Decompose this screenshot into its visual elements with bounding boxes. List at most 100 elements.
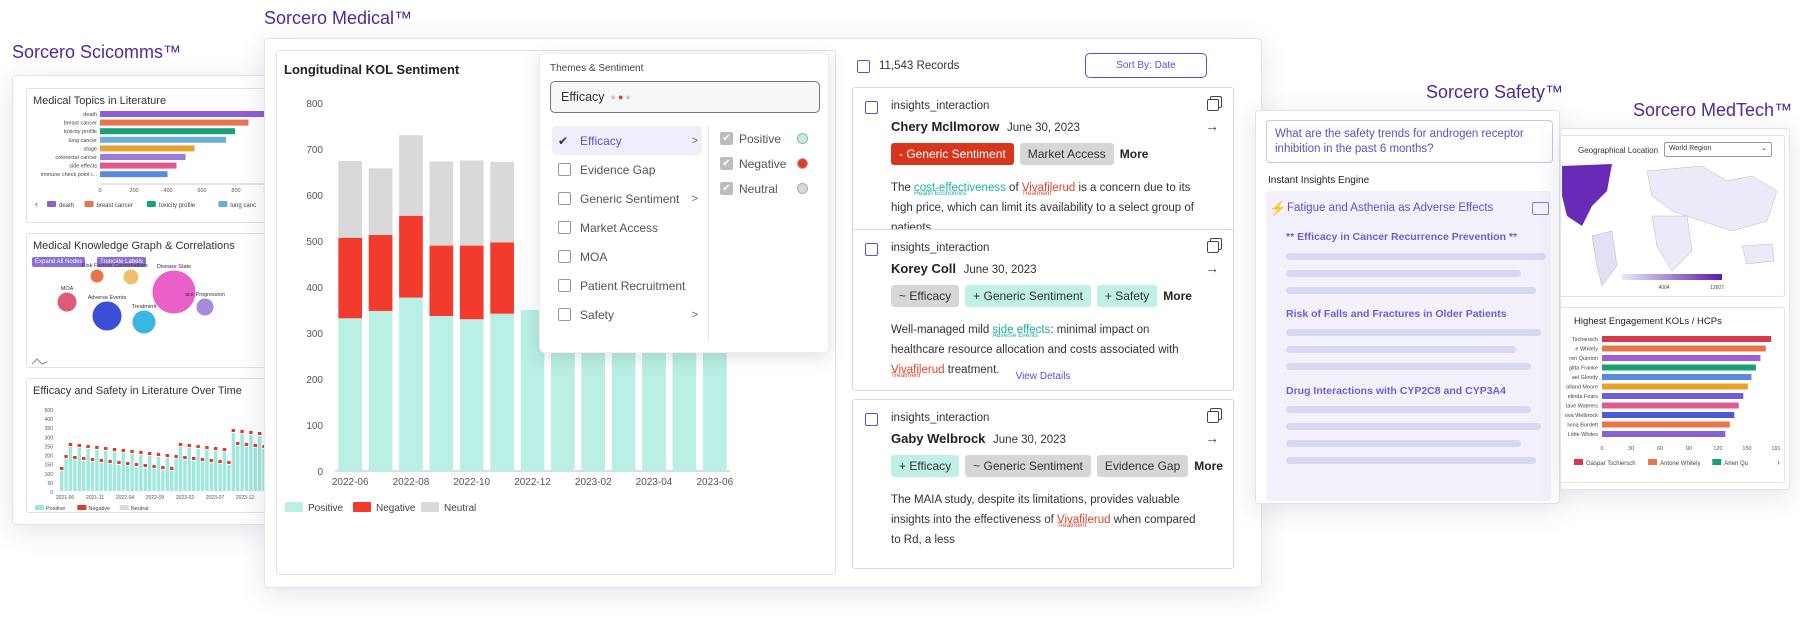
- bar-neutral-2022-09: [429, 161, 454, 246]
- world-map[interactable]: 4004 12607: [1560, 136, 1785, 297]
- checkbox-icon[interactable]: [558, 192, 571, 205]
- sentiment-option-negative[interactable]: ✔ Negative: [714, 151, 814, 176]
- checkbox-icon[interactable]: [558, 308, 571, 321]
- arrow-right-icon[interactable]: →: [1205, 430, 1219, 446]
- y-tick-label: 0: [317, 467, 323, 478]
- record-tags: - Generic Sentiment Market Access More: [891, 143, 1148, 165]
- checkbox-icon[interactable]: ✔: [720, 132, 733, 145]
- entity-highlight[interactable]: Vivafilerud Treatment: [1057, 510, 1111, 530]
- knowledge-graph[interactable]: Risk Factors Comorbidities Disease State MO…: [27, 234, 270, 368]
- geo-select[interactable]: World Region ⌄: [1664, 142, 1772, 157]
- record-tag[interactable]: + Generic Sentiment: [965, 285, 1091, 307]
- record-card[interactable]: insights_interaction → Chery Mcllmorow J…: [852, 87, 1234, 252]
- time-legend-label: Negative: [88, 506, 110, 512]
- record-tag[interactable]: - Generic Sentiment: [891, 143, 1014, 165]
- kol-label: lvina Burdett: [1567, 423, 1598, 429]
- theme-option-label: MOA: [580, 249, 608, 264]
- time-bar-negative: [64, 455, 68, 458]
- checkbox-icon[interactable]: [558, 221, 571, 234]
- legend-swatch-positive: [285, 502, 303, 512]
- entity-highlight[interactable]: Vivafilerud Treatment: [1022, 178, 1076, 198]
- record-card[interactable]: insights_interaction → Gaby Welbrock Jun…: [852, 399, 1234, 569]
- kol-label: Little Whites: [1568, 432, 1598, 438]
- record-checkbox[interactable]: [865, 413, 878, 426]
- checkbox-icon[interactable]: [558, 250, 571, 263]
- truncate-labels-button[interactable]: Truncate Labels: [97, 257, 146, 267]
- arrow-right-icon[interactable]: →: [1205, 260, 1219, 276]
- time-bar: [126, 466, 130, 491]
- bar-negative-2022-10: [459, 245, 484, 320]
- checkbox-icon[interactable]: ✔: [558, 134, 569, 148]
- copy-icon[interactable]: [1207, 411, 1219, 423]
- time-bar: [90, 462, 95, 491]
- entity-highlight[interactable]: side effects Adverse Events: [992, 320, 1050, 340]
- theme-option-safety[interactable]: Safety >: [552, 300, 702, 329]
- checkbox-icon[interactable]: ✔: [720, 157, 733, 170]
- themes-select-value: Efficacy: [561, 90, 605, 104]
- kol-bar: [1602, 421, 1730, 428]
- copy-icon[interactable]: [1207, 241, 1219, 253]
- time-bar: [130, 454, 134, 491]
- sort-by-button[interactable]: Sort By: Date: [1085, 53, 1207, 78]
- record-tag[interactable]: Evidence Gap: [1096, 455, 1189, 477]
- theme-option-label: Evidence Gap: [580, 162, 656, 177]
- theme-option-patient-recruitment[interactable]: Patient Recruitment: [552, 271, 702, 300]
- kol-label: Tschiersch: [1572, 337, 1598, 343]
- kol-engagement-panel: Highest Engagement KOLs / HCPs Tschiersc…: [1561, 307, 1785, 483]
- select-all-checkbox[interactable]: [857, 60, 870, 73]
- entity-text: Vivafilerud: [1021, 182, 1076, 194]
- copy-icon[interactable]: [1532, 202, 1549, 215]
- theme-option-efficacy[interactable]: ✔ Efficacy >: [552, 126, 702, 155]
- checkbox-icon[interactable]: ✔: [720, 182, 733, 195]
- time-bar-negative: [134, 463, 139, 466]
- graph-node: [131, 309, 157, 335]
- theme-option-market-access[interactable]: Market Access: [552, 213, 702, 242]
- topic-label: side effects: [69, 164, 97, 170]
- insight-item-1[interactable]: ** Efficacy in Cancer Recurrence Prevent…: [1286, 231, 1518, 243]
- more-link[interactable]: More: [1194, 459, 1223, 473]
- record-checkbox[interactable]: [865, 101, 878, 114]
- time-x-tick: 2023-07: [206, 495, 225, 501]
- time-bar: [148, 456, 152, 491]
- entity-highlight[interactable]: Vivafilerud Treatment: [891, 360, 945, 380]
- record-card[interactable]: insights_interaction → Korey Coll June 3…: [852, 229, 1234, 391]
- record-tag[interactable]: ~ Efficacy: [891, 285, 960, 307]
- more-link[interactable]: More: [1163, 289, 1192, 303]
- sentiment-option-neutral[interactable]: ✔ Neutral: [714, 176, 814, 201]
- theme-option-moa[interactable]: MOA: [552, 242, 702, 271]
- checkbox-icon[interactable]: [558, 163, 571, 176]
- map-scale-bar: [1622, 274, 1722, 280]
- insight-item-2[interactable]: Risk of Falls and Fractures in Older Pat…: [1286, 308, 1507, 320]
- more-link[interactable]: More: [1119, 147, 1149, 161]
- record-tag[interactable]: + Efficacy: [891, 455, 960, 477]
- record-tag[interactable]: ~ Generic Sentiment: [965, 455, 1091, 477]
- time-bar: [244, 447, 249, 491]
- time-bar-negative: [152, 465, 156, 468]
- themes-select[interactable]: Efficacy ●●●: [550, 81, 820, 113]
- kol-sentiment-chart[interactable]: 0 100 200 300 400 500 600 700 800 2022-06 2022-08 2…: [277, 51, 836, 575]
- entity-highlight[interactable]: cost-effectiveness Health Economics: [914, 178, 1006, 198]
- sentiment-color-dot: [797, 158, 808, 169]
- knowledge-graph-title: Medical Knowledge Graph & Correlations: [33, 240, 235, 252]
- checkbox-icon[interactable]: [558, 279, 571, 292]
- theme-option-evidence-gap[interactable]: Evidence Gap: [552, 155, 702, 184]
- sentiment-option-positive[interactable]: ✔ Positive: [714, 126, 814, 151]
- safety-card: What are the safety trends for androgen …: [1255, 110, 1560, 504]
- record-tag[interactable]: + Safety: [1096, 285, 1158, 307]
- topic-bar: [100, 145, 195, 152]
- record-checkbox[interactable]: [865, 243, 878, 256]
- record-tag[interactable]: Market Access: [1019, 143, 1114, 165]
- time-y-tick: 300: [45, 435, 54, 441]
- expand-nodes-button[interactable]: Expand All Nodes: [32, 257, 86, 267]
- insight-item-3[interactable]: Drug Interactions with CYP2C8 and CYP3A4: [1286, 385, 1506, 397]
- theme-option-generic-sentiment[interactable]: Generic Sentiment >: [552, 184, 702, 213]
- scicomms-card: Medical Topics in Literature death breast…: [12, 75, 270, 525]
- safety-question-box[interactable]: What are the safety trends for androgen …: [1266, 120, 1553, 163]
- chevron-right-icon: ›: [1777, 457, 1780, 467]
- topic-legend-label: breast cancer: [97, 203, 133, 209]
- copy-icon[interactable]: [1207, 99, 1219, 111]
- themes-sentiment-dropdown[interactable]: Themes & Sentiment Efficacy ●●● ✔ Efficac…: [539, 53, 829, 353]
- kol-bar: [1602, 412, 1735, 418]
- arrow-right-icon[interactable]: →: [1205, 118, 1219, 134]
- view-details-link[interactable]: View Details: [1015, 371, 1071, 382]
